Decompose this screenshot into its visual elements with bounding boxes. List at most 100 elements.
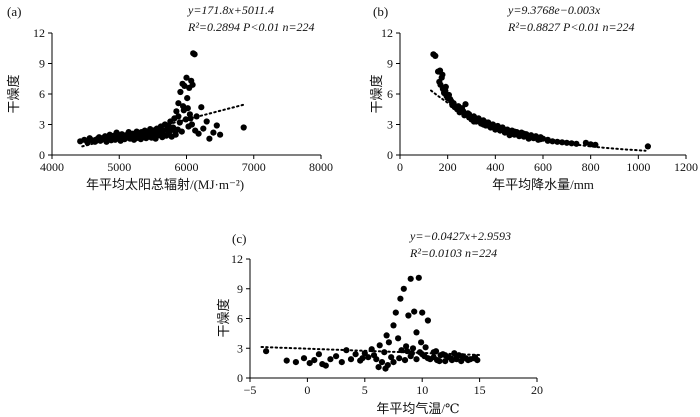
data-point xyxy=(411,308,418,315)
data-point xyxy=(506,132,513,139)
data-point xyxy=(198,104,205,111)
data-point xyxy=(311,357,318,364)
panel-b-trendline xyxy=(430,89,647,152)
data-point xyxy=(413,329,420,336)
panel-a: 4000 5000 6000 7000 8000 0 3 6 9 12 (a) y=171.8x+… xyxy=(6,3,333,192)
y-tick-label: 3 xyxy=(237,341,243,355)
data-point xyxy=(153,133,160,140)
panel-c-points xyxy=(263,274,481,372)
data-point xyxy=(462,101,469,108)
data-point xyxy=(187,115,194,122)
x-tick-label: 5 xyxy=(362,383,368,397)
panel-c-xlabel: 年平均气温/℃ xyxy=(376,401,459,416)
data-point xyxy=(183,74,190,81)
data-point xyxy=(306,360,313,367)
panel-c-stats: R²=0.0103 n=224 xyxy=(409,246,497,260)
data-point xyxy=(322,362,329,369)
data-point xyxy=(315,351,322,358)
data-point xyxy=(359,355,366,362)
data-point xyxy=(173,108,180,115)
data-point xyxy=(300,355,308,362)
data-point xyxy=(99,135,106,142)
y-tick-label: 9 xyxy=(237,282,243,296)
data-point xyxy=(177,88,184,96)
data-point xyxy=(396,355,403,362)
x-tick-label: 400 xyxy=(486,160,504,174)
x-tick-label: 4000 xyxy=(40,160,64,174)
data-point xyxy=(385,339,392,346)
x-tick-label: 20 xyxy=(531,383,543,397)
data-point xyxy=(405,312,412,319)
data-point xyxy=(189,81,196,88)
y-tick-label: 0 xyxy=(39,148,45,162)
data-point xyxy=(347,356,355,363)
panel-c-trendline xyxy=(260,346,481,356)
data-point xyxy=(338,359,345,366)
data-point xyxy=(151,127,158,134)
x-tick-label: 1000 xyxy=(626,160,650,174)
data-point xyxy=(447,355,454,362)
data-point xyxy=(206,135,213,142)
x-tick-label: 15 xyxy=(474,383,486,397)
x-tick-label: 600 xyxy=(534,160,552,174)
x-tick-label: 200 xyxy=(439,160,457,174)
data-point xyxy=(181,82,188,89)
data-point xyxy=(465,357,472,364)
data-point xyxy=(210,129,217,136)
y-tick-label: 9 xyxy=(387,57,393,71)
data-point xyxy=(432,52,439,60)
data-point xyxy=(292,359,299,366)
y-tick-label: 0 xyxy=(237,371,243,385)
data-point xyxy=(376,342,383,349)
data-point xyxy=(407,353,414,360)
y-tick-label: 6 xyxy=(39,87,45,101)
x-tick-label: −5 xyxy=(244,383,257,397)
data-point xyxy=(388,354,395,361)
data-point xyxy=(401,357,409,364)
data-point xyxy=(382,365,389,372)
data-point xyxy=(392,309,399,316)
data-point xyxy=(191,51,198,58)
data-point xyxy=(395,335,402,342)
data-point xyxy=(203,118,210,125)
panel-a-stats: R²=0.2894 P<0.01 n=224 xyxy=(187,20,315,34)
data-point xyxy=(175,113,182,120)
data-point xyxy=(195,130,202,137)
x-tick-label: 800 xyxy=(582,160,600,174)
panel-a-label: (a) xyxy=(7,4,21,19)
data-point xyxy=(413,356,420,363)
panel-b-label: (b) xyxy=(373,4,388,19)
data-point xyxy=(175,100,182,107)
y-tick-label: 12 xyxy=(33,26,45,40)
data-point xyxy=(445,91,452,99)
x-tick-label: 10 xyxy=(416,383,428,397)
x-tick-label: 7000 xyxy=(242,160,266,174)
data-point xyxy=(352,351,359,358)
data-point xyxy=(455,103,462,110)
data-point xyxy=(400,285,407,292)
data-point xyxy=(470,355,477,362)
x-tick-label: 0 xyxy=(304,383,310,397)
panel-a-ylabel: 干燥度 xyxy=(6,74,21,113)
data-point xyxy=(409,345,417,352)
x-tick-label: 0 xyxy=(397,160,403,174)
panel-c-equation: y=−0.0427x+2.9593 xyxy=(409,229,511,243)
y-tick-label: 12 xyxy=(231,252,243,266)
panel-a-points xyxy=(77,50,247,146)
data-point xyxy=(582,139,590,146)
data-point xyxy=(415,274,422,281)
data-point xyxy=(403,343,410,350)
data-point xyxy=(180,103,187,110)
data-point xyxy=(424,317,431,324)
data-point xyxy=(370,352,378,359)
data-point xyxy=(424,355,431,362)
data-point xyxy=(133,135,140,142)
data-point xyxy=(184,95,191,102)
data-point xyxy=(390,359,397,366)
data-point xyxy=(442,83,449,90)
panel-b-xlabel: 年平均降水量/mm xyxy=(492,177,594,192)
y-tick-label: 6 xyxy=(387,87,393,101)
